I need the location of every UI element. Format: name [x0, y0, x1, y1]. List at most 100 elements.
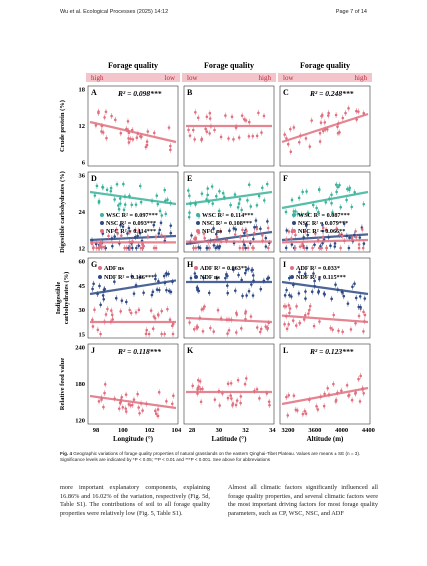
dot [200, 192, 204, 195]
dot [113, 235, 116, 238]
dot [221, 191, 225, 195]
dot [255, 227, 259, 231]
dot [101, 186, 105, 189]
panel-letter: D [91, 174, 97, 183]
dot [286, 142, 290, 146]
dot [157, 390, 161, 394]
legend-marker [196, 229, 200, 233]
dot [297, 292, 301, 295]
dot [157, 313, 160, 317]
dot [211, 202, 215, 205]
r2-label: R² = 0.118*** [117, 347, 161, 356]
dot [288, 307, 292, 310]
dot [134, 203, 138, 206]
dot [338, 131, 341, 134]
dot [116, 232, 119, 235]
dot [298, 270, 301, 274]
dot [137, 244, 140, 247]
dot [119, 223, 122, 227]
dot [160, 309, 164, 313]
dot [152, 246, 156, 250]
dot [189, 276, 193, 280]
dot [247, 120, 251, 124]
dot [170, 402, 174, 406]
dot [317, 246, 321, 250]
dot [305, 223, 308, 227]
caption-text: Geographic variations of forage quality … [60, 451, 361, 463]
dot [138, 184, 142, 188]
dot [226, 396, 230, 400]
dot [306, 233, 310, 237]
dot [362, 202, 366, 206]
dot [124, 407, 128, 410]
dot [134, 228, 137, 232]
dot [259, 287, 263, 291]
scale-right: low [165, 74, 176, 82]
dot [139, 200, 143, 204]
dot [206, 246, 210, 250]
dot [102, 245, 106, 249]
dot [255, 388, 259, 391]
dot [300, 213, 304, 216]
dot [362, 391, 366, 395]
dot [156, 414, 160, 418]
dot [333, 242, 337, 245]
dot [126, 232, 129, 235]
dot [334, 400, 338, 403]
dot [319, 121, 323, 124]
trend-line [185, 190, 273, 206]
dot [305, 190, 308, 193]
panel-frame [87, 343, 179, 425]
dot [287, 276, 291, 280]
x-axis-title: Altitude (m) [307, 435, 344, 443]
dot [312, 272, 315, 275]
dot [157, 279, 160, 283]
dot [172, 322, 175, 326]
dot [226, 284, 229, 287]
dot [339, 246, 342, 250]
dot [251, 274, 255, 277]
dot [149, 309, 153, 312]
body-text: more important explanatory components, e… [60, 484, 210, 518]
dot [188, 321, 191, 324]
dot [200, 138, 203, 142]
dot [202, 232, 206, 235]
dot [127, 137, 130, 140]
dot [321, 229, 325, 233]
dot [318, 131, 322, 135]
dot [247, 289, 251, 293]
dot [288, 293, 291, 297]
dot [339, 205, 342, 209]
dot [355, 109, 358, 113]
dot [188, 194, 191, 198]
dot [230, 397, 233, 400]
dot [330, 193, 333, 197]
dot [236, 206, 240, 209]
dot [114, 118, 117, 122]
dot [224, 114, 227, 117]
dot [363, 313, 367, 317]
dot [267, 276, 271, 280]
dot [354, 392, 357, 395]
dot [201, 387, 204, 391]
y-tick-label: 15 [79, 331, 86, 338]
dot [290, 243, 294, 246]
dot [232, 138, 235, 141]
dot [320, 246, 323, 250]
dot [357, 377, 360, 381]
dot [97, 199, 101, 203]
dot [347, 393, 351, 397]
y-axis-title: Crude protein (%) [59, 100, 66, 152]
dot [257, 194, 261, 198]
dot [311, 246, 314, 250]
dot [91, 318, 94, 322]
dot [340, 389, 343, 393]
dot [109, 189, 113, 193]
dot [193, 138, 197, 141]
dot [354, 321, 357, 325]
dot [138, 231, 142, 235]
dot [168, 318, 172, 322]
dot [244, 312, 247, 315]
dot [244, 268, 248, 272]
dot [285, 327, 289, 331]
